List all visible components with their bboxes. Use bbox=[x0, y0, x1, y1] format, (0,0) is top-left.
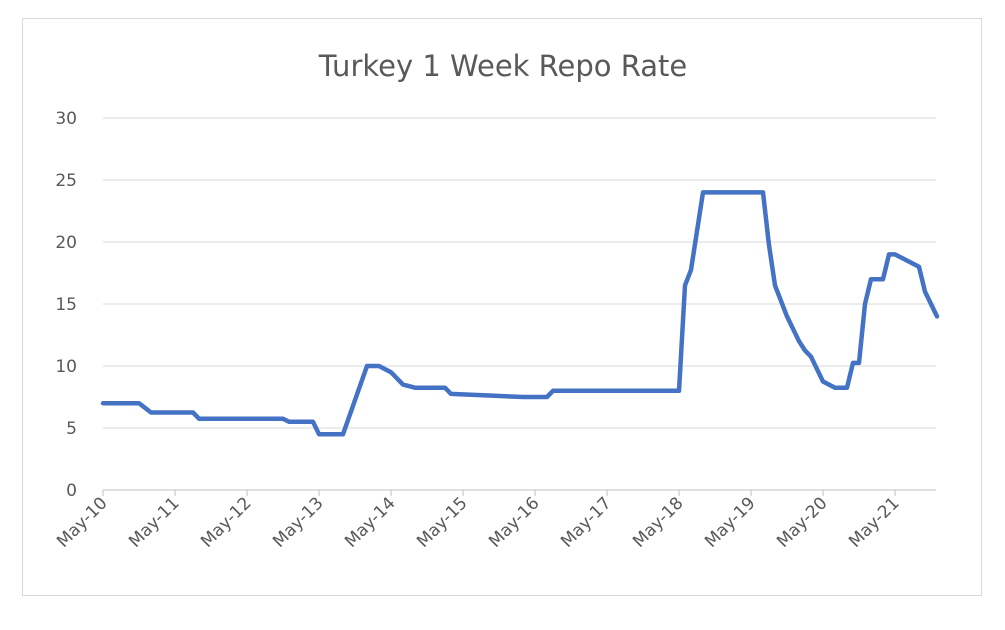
x-tick-label: May-15 bbox=[413, 493, 471, 551]
y-tick-label: 25 bbox=[55, 171, 77, 191]
series-line-repo-rate bbox=[100, 190, 940, 437]
y-tick-label: 15 bbox=[55, 295, 77, 315]
x-tick-label: May-20 bbox=[773, 493, 831, 551]
y-tick-label: 5 bbox=[66, 419, 77, 439]
x-axis: May-10 May-11 May-12 May-13 May-14 May-15 May-… bbox=[53, 490, 904, 552]
chart-frame: Turkey 1 Week Repo Rate 0 5 10 15 20 25 30 May… bbox=[22, 18, 982, 596]
x-tick-label: May-11 bbox=[125, 493, 183, 551]
x-tick-label: May-16 bbox=[485, 493, 543, 551]
y-axis-ticks: 0 5 10 15 20 25 30 bbox=[55, 109, 77, 501]
chart-title: Turkey 1 Week Repo Rate bbox=[318, 49, 688, 83]
plot-area bbox=[100, 190, 940, 437]
x-tick-label: May-10 bbox=[53, 493, 111, 551]
y-tick-label: 0 bbox=[66, 481, 77, 501]
x-tick-label: May-14 bbox=[341, 493, 399, 551]
gridlines bbox=[103, 117, 936, 491]
x-tick-label: May-21 bbox=[845, 493, 903, 551]
chart-svg: Turkey 1 Week Repo Rate 0 5 10 15 20 25 30 May… bbox=[53, 49, 940, 552]
x-tick-label: May-13 bbox=[269, 493, 327, 551]
x-tick-label: May-18 bbox=[629, 493, 687, 551]
x-tick-label: May-17 bbox=[557, 493, 615, 551]
x-tick-label: May-19 bbox=[701, 493, 759, 551]
y-tick-label: 20 bbox=[55, 233, 77, 253]
y-tick-label: 30 bbox=[55, 109, 77, 129]
y-tick-label: 10 bbox=[55, 357, 77, 377]
x-tick-label: May-12 bbox=[197, 493, 255, 551]
